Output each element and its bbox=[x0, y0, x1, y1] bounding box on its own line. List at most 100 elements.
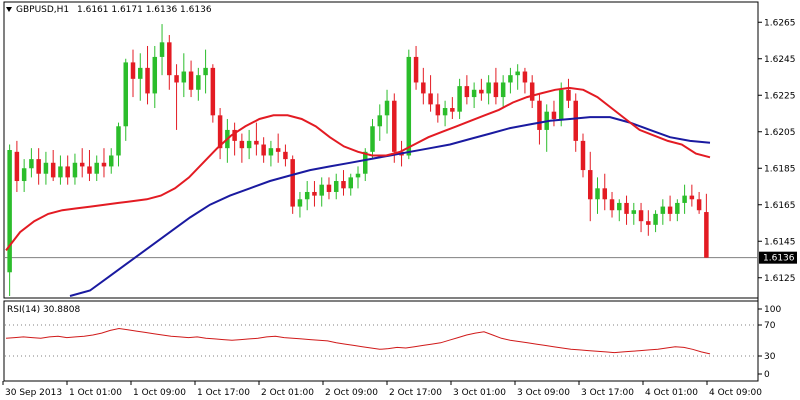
candle-bear bbox=[101, 162, 107, 167]
candle-bull bbox=[7, 150, 12, 273]
candle-bull bbox=[304, 191, 310, 200]
price-tick-label: 1.6185 bbox=[764, 164, 796, 174]
candle-bear bbox=[646, 221, 651, 225]
candle-bull bbox=[595, 188, 600, 200]
candle-bull bbox=[123, 62, 129, 127]
rsi-label: RSI(14) 30.8808 bbox=[7, 305, 80, 315]
price-axis-ticks: 1.6265 1.6245 1.6225 1.6205 1.6185 1.6165 1.61… bbox=[758, 18, 796, 284]
candle-bear bbox=[87, 166, 92, 174]
candle-bull bbox=[508, 75, 513, 83]
candle-bear bbox=[587, 170, 593, 200]
candle-bear bbox=[602, 188, 608, 200]
candle-bull bbox=[152, 56, 158, 94]
price-tick-label: 1.6245 bbox=[764, 55, 796, 65]
candle-bear bbox=[435, 104, 441, 116]
candle-bull bbox=[660, 206, 666, 214]
candle-bear bbox=[65, 166, 70, 178]
candle-bear bbox=[217, 115, 223, 149]
time-tick-label: 1 Oct 01:00 bbox=[69, 388, 122, 398]
candle-bull bbox=[558, 89, 564, 119]
time-tick-label: 4 Oct 09:00 bbox=[709, 388, 762, 398]
candle-bull bbox=[159, 42, 165, 57]
candle-bull bbox=[268, 148, 274, 156]
candle-bear bbox=[624, 202, 629, 214]
fast-moving-average-line bbox=[5, 86, 711, 252]
candle-bear bbox=[392, 100, 397, 152]
candle-bear bbox=[667, 206, 673, 214]
candle-bull bbox=[631, 210, 637, 214]
candle-bear bbox=[428, 93, 433, 105]
candle-bull bbox=[58, 166, 63, 178]
candles-group bbox=[7, 24, 709, 296]
rsi-line bbox=[5, 327, 711, 355]
time-tick-label: 2 Oct 17:00 bbox=[389, 388, 442, 398]
candle-bull bbox=[370, 126, 375, 152]
candle-bear bbox=[696, 199, 702, 211]
candle-bear bbox=[36, 159, 41, 174]
candle-bear bbox=[283, 151, 288, 160]
candle-bull bbox=[406, 56, 412, 156]
candle-bear bbox=[341, 181, 346, 189]
candle-bear bbox=[522, 71, 528, 83]
price-tick-label: 1.6265 bbox=[764, 18, 796, 28]
candle-bull bbox=[384, 100, 390, 116]
candle-bear bbox=[188, 71, 194, 90]
candle-bull bbox=[348, 177, 353, 189]
candle-bull bbox=[108, 155, 114, 167]
candle-bear bbox=[312, 191, 317, 196]
time-tick-label: 3 Oct 09:00 bbox=[517, 388, 570, 398]
rsi-panel-frame bbox=[3, 300, 759, 382]
candle-bull bbox=[319, 184, 324, 196]
time-tick-label: 4 Oct 01:00 bbox=[645, 388, 698, 398]
candle-bear bbox=[79, 162, 85, 167]
price-tick-label: 1.6165 bbox=[764, 201, 796, 211]
price-tick-label: 1.6205 bbox=[764, 128, 796, 138]
triangle-down-icon[interactable] bbox=[6, 7, 12, 12]
candle-bear bbox=[537, 100, 542, 130]
candle-bull bbox=[333, 181, 339, 192]
candle-bull bbox=[246, 140, 252, 149]
price-tick-label: 1.6225 bbox=[764, 91, 796, 101]
candle-bull bbox=[94, 162, 99, 174]
candle-bear bbox=[210, 67, 216, 116]
candle-bear bbox=[232, 129, 237, 141]
candle-bear bbox=[14, 151, 20, 182]
candle-bull bbox=[617, 202, 622, 211]
candle-bear bbox=[704, 212, 709, 258]
candle-bear bbox=[413, 56, 419, 83]
candle-bear bbox=[261, 144, 266, 156]
time-tick-label: 2 Oct 01:00 bbox=[261, 388, 314, 398]
candle-bear bbox=[239, 140, 245, 149]
candle-bull bbox=[500, 82, 506, 98]
candle-bull bbox=[675, 202, 680, 214]
candle-bear bbox=[326, 184, 332, 192]
time-tick-label: 2 Oct 09:00 bbox=[325, 388, 378, 398]
candle-bull bbox=[203, 67, 208, 76]
candle-bull bbox=[471, 89, 477, 98]
candle-bear bbox=[609, 199, 615, 211]
chart-ohlc: 1.6161 1.6171 1.6136 1.6136 bbox=[77, 5, 212, 15]
time-tick-label: 3 Oct 01:00 bbox=[453, 388, 506, 398]
candle-bull bbox=[377, 115, 383, 127]
price-tick-label: 1.6145 bbox=[764, 237, 796, 247]
candle-bull bbox=[21, 168, 27, 182]
candle-bear bbox=[450, 108, 455, 112]
candle-bull bbox=[682, 195, 687, 203]
price-panel-frame bbox=[3, 1, 759, 299]
candle-bear bbox=[689, 195, 695, 200]
candle-bear bbox=[573, 100, 578, 141]
candle-bear bbox=[638, 210, 644, 222]
candle-bull bbox=[363, 151, 368, 174]
candle-bull bbox=[486, 82, 491, 94]
candle-bear bbox=[580, 140, 586, 171]
time-tick-label: 1 Oct 09:00 bbox=[133, 388, 186, 398]
candle-bull bbox=[515, 71, 520, 76]
chart-symbol: GBPUSD,H1 bbox=[16, 5, 69, 15]
rsi-level-100-label: 100 bbox=[764, 305, 781, 315]
candle-bear bbox=[130, 62, 136, 79]
candle-bull bbox=[355, 173, 361, 178]
candle-bear bbox=[174, 75, 179, 83]
rsi-level-70-label: 70 bbox=[764, 321, 776, 331]
time-tick-label: 1 Oct 17:00 bbox=[197, 388, 250, 398]
